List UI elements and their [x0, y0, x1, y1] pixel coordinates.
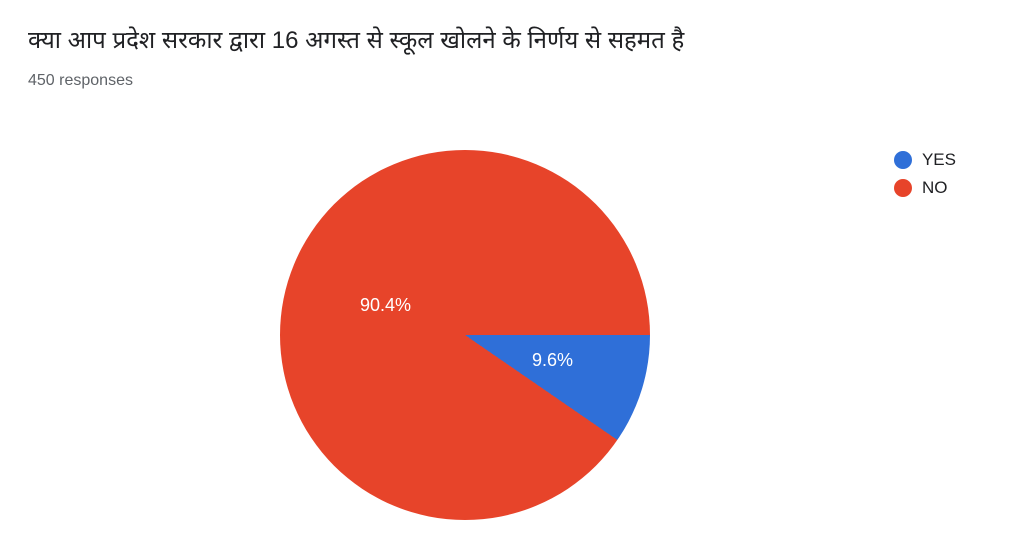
pie-slice-label-yes: 9.6%: [532, 350, 573, 371]
chart-title: क्या आप प्रदेश सरकार द्वारा 16 अगस्त से …: [28, 24, 988, 58]
legend-swatch-yes: [894, 151, 912, 169]
legend: YES NO: [894, 150, 956, 206]
pie-chart: 90.4% 9.6%: [280, 150, 650, 520]
legend-swatch-no: [894, 179, 912, 197]
chart-area: 90.4% 9.6% YES NO: [0, 130, 1016, 550]
chart-container: क्या आप प्रदेश सरकार द्वारा 16 अगस्त से …: [0, 0, 1016, 560]
legend-label-yes: YES: [922, 150, 956, 170]
pie-slice-label-no: 90.4%: [360, 295, 411, 316]
responses-count: 450 responses: [28, 72, 988, 90]
pie-disc: [280, 150, 650, 520]
legend-label-no: NO: [922, 178, 948, 198]
legend-item-no[interactable]: NO: [894, 178, 956, 198]
legend-item-yes[interactable]: YES: [894, 150, 956, 170]
